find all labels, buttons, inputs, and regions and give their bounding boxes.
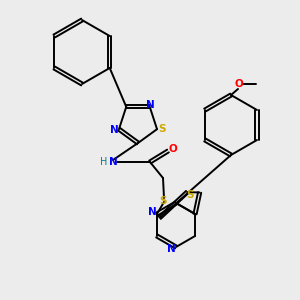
Text: H: H	[100, 157, 108, 167]
Text: N: N	[109, 157, 117, 167]
Text: N: N	[110, 125, 118, 135]
Text: O: O	[235, 79, 243, 89]
Text: N: N	[167, 244, 176, 254]
Text: S: S	[158, 124, 166, 134]
Text: O: O	[169, 144, 177, 154]
Text: N: N	[146, 100, 155, 110]
Text: S: S	[186, 190, 194, 200]
Text: S: S	[159, 196, 167, 206]
Text: N: N	[148, 207, 156, 217]
